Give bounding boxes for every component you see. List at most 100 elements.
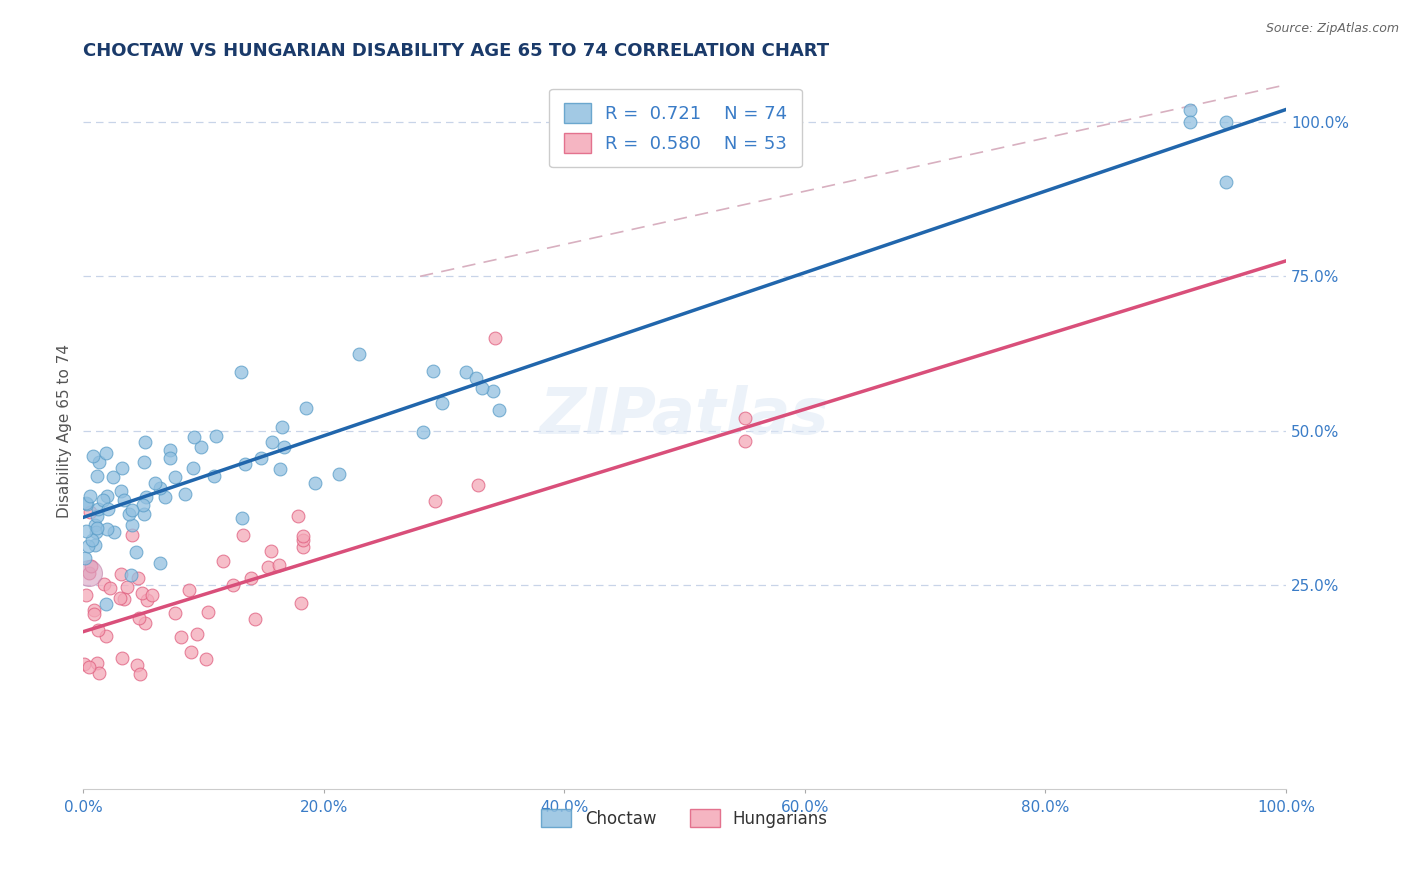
Point: [75, 496, 97, 510]
Point: [79, 566, 101, 580]
Point: [121, 527, 143, 541]
Point: [110, 567, 132, 582]
Point: [103, 524, 125, 539]
Point: [256, 560, 278, 574]
Point: [111, 461, 134, 475]
Point: [456, 366, 478, 380]
Point: [73, 550, 96, 565]
Y-axis label: Disability Age 65 to 74: Disability Age 65 to 74: [58, 343, 72, 518]
Point: [111, 651, 134, 665]
Point: [467, 478, 489, 492]
Point: [153, 490, 176, 504]
Point: [1215, 115, 1237, 129]
Point: [76, 539, 98, 553]
Point: [86, 656, 108, 670]
Point: [231, 510, 253, 524]
Point: [239, 570, 262, 584]
Point: [328, 467, 350, 481]
Point: [197, 606, 219, 620]
Point: [186, 626, 208, 640]
Point: [488, 403, 510, 417]
Point: [422, 364, 444, 378]
Text: Source: ZipAtlas.com: Source: ZipAtlas.com: [1265, 22, 1399, 36]
Point: [91, 492, 114, 507]
Point: [79, 566, 101, 580]
Point: [148, 481, 170, 495]
Point: [112, 493, 135, 508]
Point: [174, 487, 197, 501]
Point: [79, 489, 101, 503]
Point: [84, 525, 107, 540]
Point: [734, 434, 756, 449]
Point: [134, 434, 156, 449]
Point: [262, 435, 284, 450]
Point: [80, 559, 103, 574]
Point: [233, 457, 256, 471]
Point: [75, 588, 97, 602]
Point: [128, 610, 150, 624]
Point: [482, 384, 505, 398]
Point: [94, 597, 117, 611]
Point: [1178, 103, 1201, 117]
Point: [120, 567, 142, 582]
Point: [471, 381, 494, 395]
Point: [484, 331, 506, 345]
Point: [231, 366, 253, 380]
Point: [432, 395, 454, 409]
Point: [96, 522, 118, 536]
Point: [93, 576, 115, 591]
Point: [347, 347, 370, 361]
Point: [734, 411, 756, 425]
Point: [423, 494, 446, 508]
Point: [110, 484, 132, 499]
Point: [83, 603, 105, 617]
Point: [159, 442, 181, 457]
Point: [129, 666, 152, 681]
Text: ZIPatlas: ZIPatlas: [540, 385, 830, 448]
Point: [181, 461, 204, 475]
Point: [267, 558, 290, 572]
Point: [202, 468, 225, 483]
Point: [304, 476, 326, 491]
Point: [165, 606, 187, 620]
Point: [110, 591, 132, 605]
Point: [87, 455, 110, 469]
Point: [291, 541, 314, 555]
Point: [94, 445, 117, 459]
Point: [98, 581, 121, 595]
Point: [135, 491, 157, 505]
Point: [141, 588, 163, 602]
Point: [87, 623, 110, 637]
Point: [287, 509, 309, 524]
Point: [183, 430, 205, 444]
Point: [135, 593, 157, 607]
Point: [195, 652, 218, 666]
Point: [271, 420, 294, 434]
Point: [170, 630, 193, 644]
Point: [205, 429, 228, 443]
Point: [221, 578, 243, 592]
Point: [269, 462, 291, 476]
Point: [177, 582, 200, 597]
Point: [94, 629, 117, 643]
Point: [132, 508, 155, 522]
Point: [77, 659, 100, 673]
Point: [149, 556, 172, 570]
Point: [132, 455, 155, 469]
Point: [412, 425, 434, 439]
Point: [75, 524, 97, 538]
Legend: Choctaw, Hungarians: Choctaw, Hungarians: [534, 803, 835, 835]
Point: [87, 502, 110, 516]
Point: [76, 497, 98, 511]
Point: [134, 616, 156, 631]
Point: [89, 665, 111, 680]
Text: CHOCTAW VS HUNGARIAN DISABILITY AGE 65 TO 74 CORRELATION CHART: CHOCTAW VS HUNGARIAN DISABILITY AGE 65 T…: [83, 42, 830, 60]
Point: [112, 591, 135, 606]
Point: [80, 533, 103, 548]
Point: [131, 499, 153, 513]
Point: [127, 571, 149, 585]
Point: [159, 451, 181, 466]
Point: [124, 545, 146, 559]
Point: [273, 440, 295, 454]
Point: [232, 528, 254, 542]
